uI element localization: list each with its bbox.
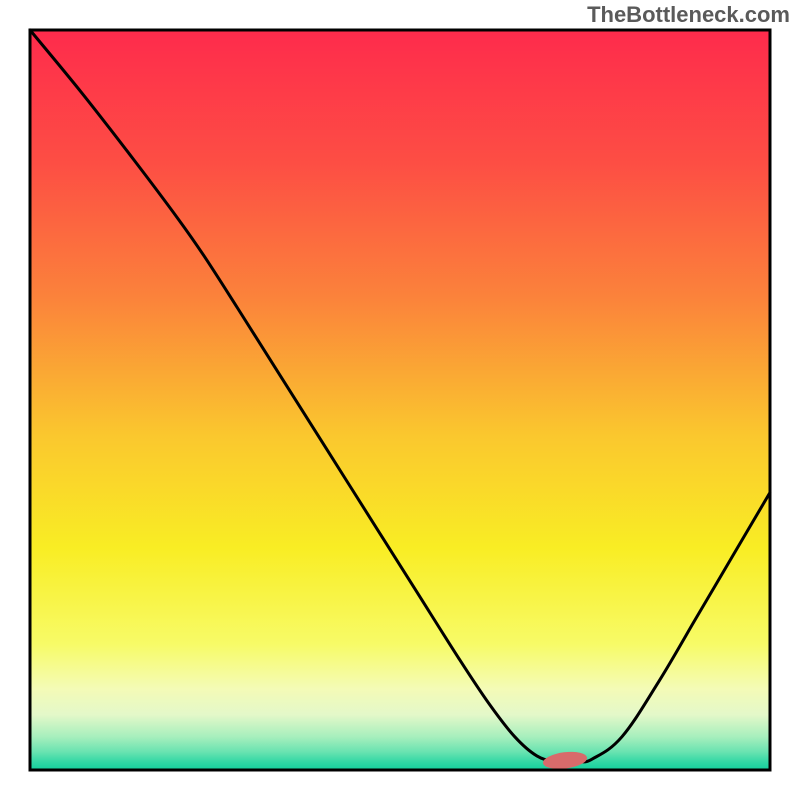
chart-svg xyxy=(0,0,800,800)
bottleneck-chart: TheBottleneck.com xyxy=(0,0,800,800)
plot-background xyxy=(30,30,770,770)
watermark-text: TheBottleneck.com xyxy=(587,2,790,28)
